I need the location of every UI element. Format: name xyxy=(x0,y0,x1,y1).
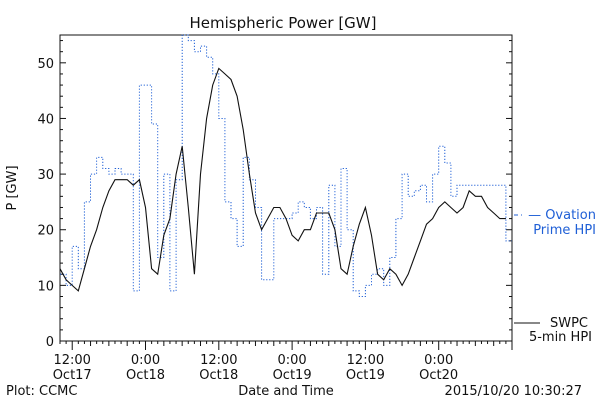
legend-swpc-line2: 5-min HPI xyxy=(529,330,592,345)
x-tick-date-label: Oct18 xyxy=(126,368,165,383)
x-tick-time-label: 12:00 xyxy=(200,353,237,368)
x-tick-date-label: Oct19 xyxy=(346,368,385,383)
legend-swpc-line1: SWPC xyxy=(550,316,588,331)
x-tick-date-label: Oct18 xyxy=(199,368,238,383)
plot-frame xyxy=(59,34,513,342)
y-axis-label: P [GW] xyxy=(5,165,20,210)
chart-title: Hemispheric Power [GW] xyxy=(190,14,377,32)
x-tick-time-label: 0:00 xyxy=(278,353,307,368)
y-tick-label: 30 xyxy=(37,168,54,183)
x-tick-date-label: Oct20 xyxy=(419,368,458,383)
y-tick-label: 40 xyxy=(37,112,54,127)
y-axis: 0 10 20 30 40 50 xyxy=(37,40,512,350)
x-axis: 12:00Oct170:00Oct1812:00Oct180:00Oct1912… xyxy=(53,341,513,383)
series-line-swpc xyxy=(59,67,506,292)
plot-credit: Plot: CCMC xyxy=(6,384,77,399)
x-tick-date-label: Oct17 xyxy=(53,368,92,383)
x-tick-date-label: Oct19 xyxy=(273,368,312,383)
series-line-ovation-prime xyxy=(60,34,512,297)
x-axis-label: Date and Time xyxy=(238,384,334,399)
x-tick-time-label: 0:00 xyxy=(424,353,453,368)
y-tick-label: 0 xyxy=(46,335,54,350)
y-tick-label: 20 xyxy=(37,224,54,239)
y-tick-label: 10 xyxy=(37,279,54,294)
series-layer xyxy=(59,34,512,297)
x-tick-time-label: 0:00 xyxy=(131,353,160,368)
legend-ovation-line2: Prime HPI xyxy=(533,223,596,238)
legend-ovation-line1: — Ovation xyxy=(528,208,596,223)
x-tick-time-label: 12:00 xyxy=(53,353,90,368)
timestamp: 2015/10/20 10:30:27 xyxy=(445,384,582,399)
y-tick-label: 50 xyxy=(37,57,54,72)
x-tick-time-label: 12:00 xyxy=(347,353,384,368)
